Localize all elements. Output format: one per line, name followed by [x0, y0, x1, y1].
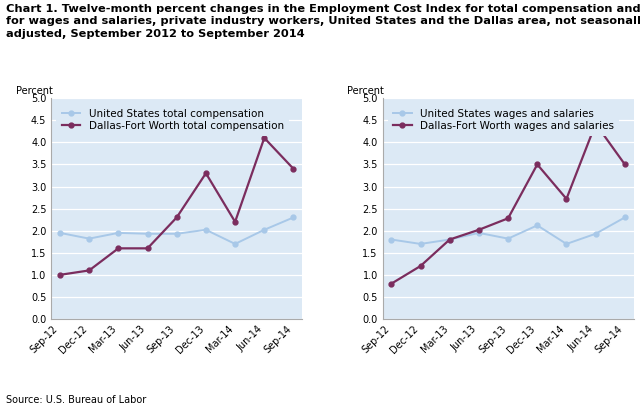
Dallas-Fort Worth wages and salaries: [563, 196, 570, 201]
Legend: United States total compensation, Dallas-Fort Worth total compensation: United States total compensation, Dallas…: [56, 103, 289, 136]
Line: United States total compensation: United States total compensation: [58, 215, 296, 246]
Legend: United States wages and salaries, Dallas-Fort Worth wages and salaries: United States wages and salaries, Dallas…: [388, 103, 620, 136]
United States total compensation: [85, 236, 93, 241]
United States total compensation: [260, 227, 268, 232]
United States total compensation: [115, 230, 122, 235]
United States wages and salaries: [533, 223, 541, 228]
United States wages and salaries: [417, 241, 424, 246]
United States total compensation: [56, 230, 64, 235]
United States wages and salaries: [592, 231, 600, 236]
United States wages and salaries: [621, 215, 628, 220]
United States total compensation: [144, 231, 152, 236]
Line: Dallas-Fort Worth total compensation: Dallas-Fort Worth total compensation: [58, 135, 296, 277]
Dallas-Fort Worth total compensation: [115, 246, 122, 251]
United States wages and salaries: [475, 230, 483, 235]
Dallas-Fort Worth total compensation: [173, 215, 180, 220]
United States total compensation: [290, 215, 298, 220]
Dallas-Fort Worth wages and salaries: [475, 227, 483, 232]
United States wages and salaries: [504, 236, 512, 241]
United States total compensation: [173, 231, 180, 236]
Dallas-Fort Worth wages and salaries: [533, 162, 541, 167]
Text: Percent: Percent: [16, 86, 53, 96]
Dallas-Fort Worth total compensation: [290, 166, 298, 171]
United States wages and salaries: [563, 241, 570, 246]
Dallas-Fort Worth wages and salaries: [387, 281, 395, 286]
Text: Percent: Percent: [348, 86, 384, 96]
Dallas-Fort Worth wages and salaries: [417, 263, 424, 268]
Dallas-Fort Worth total compensation: [56, 272, 64, 277]
Dallas-Fort Worth total compensation: [144, 246, 152, 251]
Line: Dallas-Fort Worth wages and salaries: Dallas-Fort Worth wages and salaries: [389, 121, 627, 286]
United States total compensation: [231, 241, 239, 246]
Dallas-Fort Worth total compensation: [231, 219, 239, 224]
United States wages and salaries: [446, 237, 454, 242]
Dallas-Fort Worth wages and salaries: [504, 216, 512, 221]
Dallas-Fort Worth wages and salaries: [621, 162, 628, 167]
United States total compensation: [202, 227, 210, 232]
Line: United States wages and salaries: United States wages and salaries: [389, 215, 627, 246]
Dallas-Fort Worth total compensation: [202, 171, 210, 176]
Dallas-Fort Worth wages and salaries: [592, 121, 600, 126]
Dallas-Fort Worth total compensation: [260, 135, 268, 140]
United States wages and salaries: [387, 237, 395, 242]
Text: Chart 1. Twelve-month percent changes in the Employment Cost Index for total com: Chart 1. Twelve-month percent changes in…: [6, 4, 640, 39]
Dallas-Fort Worth wages and salaries: [446, 237, 454, 242]
Dallas-Fort Worth total compensation: [85, 268, 93, 273]
Text: Source: U.S. Bureau of Labor: Source: U.S. Bureau of Labor: [6, 395, 147, 405]
